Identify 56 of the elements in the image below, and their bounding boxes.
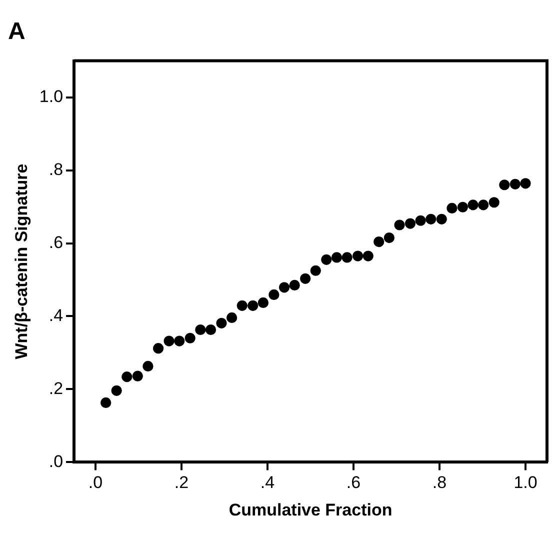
point (300, 273, 311, 284)
point (258, 297, 269, 308)
point (174, 336, 185, 346)
point (446, 202, 458, 214)
y-tick-label: .8 (48, 160, 64, 179)
x-tick-label: .0 (88, 473, 103, 492)
point (457, 202, 468, 212)
point (374, 236, 384, 248)
point (111, 385, 122, 396)
y-tick-label: .4 (48, 306, 64, 325)
point (216, 318, 227, 328)
x-tick-label: .2 (174, 473, 189, 492)
point (436, 214, 447, 224)
point (478, 200, 489, 210)
chart-title: A (8, 18, 26, 46)
y-tick-label: .6 (48, 232, 64, 252)
x-tick-label: 1.0 (514, 473, 538, 492)
point (205, 324, 216, 336)
y-tick-label: .2 (48, 378, 64, 398)
point (520, 178, 531, 189)
point (248, 300, 258, 311)
point (289, 280, 300, 291)
point (404, 218, 416, 229)
x-tick-label: .8 (432, 473, 447, 492)
point (415, 215, 426, 226)
point (132, 370, 143, 382)
point (488, 197, 500, 208)
point (153, 343, 164, 354)
point (195, 324, 206, 336)
point (331, 252, 342, 263)
point (122, 372, 132, 382)
point (468, 200, 478, 210)
point (510, 178, 520, 190)
point (342, 252, 352, 263)
y-tick-label: .0 (48, 452, 64, 471)
point (236, 300, 248, 311)
point (142, 360, 154, 372)
point (352, 250, 364, 262)
point (384, 232, 394, 244)
x-axis-title: Cumulative Fraction (228, 500, 392, 520)
point (100, 397, 112, 408)
point (184, 332, 196, 344)
point (362, 250, 374, 262)
y-tick-label: 1.0 (39, 86, 64, 106)
y-axis-title: Wnt/β-catenin Signature (12, 164, 31, 360)
point (310, 265, 321, 276)
point (278, 282, 290, 293)
point (226, 312, 238, 323)
point (394, 220, 405, 230)
point (321, 254, 332, 265)
x-tick-label: .6 (346, 473, 361, 492)
x-tick-label: .4 (260, 473, 275, 492)
point (164, 336, 174, 346)
point (268, 289, 280, 300)
point (499, 180, 510, 190)
point (426, 214, 436, 224)
